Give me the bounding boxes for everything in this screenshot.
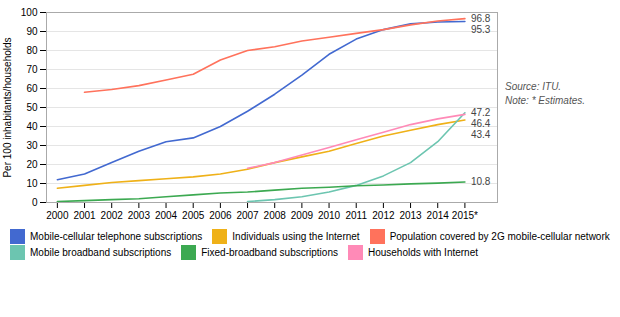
svg-text:10: 10 [26, 178, 38, 189]
svg-text:96.8: 96.8 [471, 13, 491, 24]
svg-text:20: 20 [26, 159, 38, 170]
svg-text:47.2: 47.2 [471, 107, 491, 118]
html-text:Note: * Estimates.: Note: * Estimates. [505, 94, 585, 106]
html-text:Mobile-cellular telephone subs: Mobile-cellular telephone subscriptions [30, 230, 203, 242]
svg-text:2003: 2003 [128, 210, 151, 221]
svg-text:2015*: 2015* [452, 210, 478, 221]
html-text:Source: ITU.: Source: ITU. [505, 81, 562, 92]
svg-text:46.4: 46.4 [471, 118, 491, 129]
svg-text:2009: 2009 [291, 210, 314, 221]
html-text:Individuals using the Internet: Individuals using the Internet [232, 230, 360, 242]
html-text:Mobile broadband subscriptions: Mobile broadband subscriptions [30, 247, 172, 259]
svg-text:50: 50 [26, 102, 38, 113]
svg-text:2010: 2010 [318, 210, 341, 221]
svg-text:80: 80 [26, 45, 38, 56]
svg-text:100: 100 [21, 7, 38, 18]
svg-text:2005: 2005 [182, 210, 205, 221]
html-text:Households with Internet: Households with Internet [368, 247, 478, 259]
svg-text:2004: 2004 [155, 210, 178, 221]
svg-text:2011: 2011 [345, 210, 367, 221]
svg-text:2008: 2008 [264, 210, 287, 221]
svg-text:10.8: 10.8 [471, 176, 491, 187]
svg-text:40: 40 [26, 121, 38, 132]
svg-text:60: 60 [26, 83, 38, 94]
svg-text:2006: 2006 [209, 210, 232, 221]
svg-text:2012: 2012 [372, 210, 395, 221]
svg-text:43.4: 43.4 [471, 129, 491, 140]
svg-text:2000: 2000 [46, 210, 69, 221]
html-text:Population covered by 2G mobil: Population covered by 2G mobile-cellular… [389, 230, 610, 242]
svg-text:2002: 2002 [101, 210, 124, 221]
svg-text:2001: 2001 [73, 210, 96, 221]
svg-text:Per 100 inhabitants/households: Per 100 inhabitants/households [2, 37, 13, 177]
svg-text:0: 0 [32, 197, 38, 208]
html-text:Fixed-broadband subscriptions: Fixed-broadband subscriptions [201, 247, 338, 259]
svg-text:2014: 2014 [427, 210, 450, 221]
svg-text:70: 70 [26, 64, 38, 75]
svg-text:90: 90 [26, 26, 38, 37]
svg-text:30: 30 [26, 140, 38, 151]
svg-text:95.3: 95.3 [471, 24, 491, 35]
svg-text:2007: 2007 [236, 210, 259, 221]
svg-text:2013: 2013 [399, 210, 422, 221]
